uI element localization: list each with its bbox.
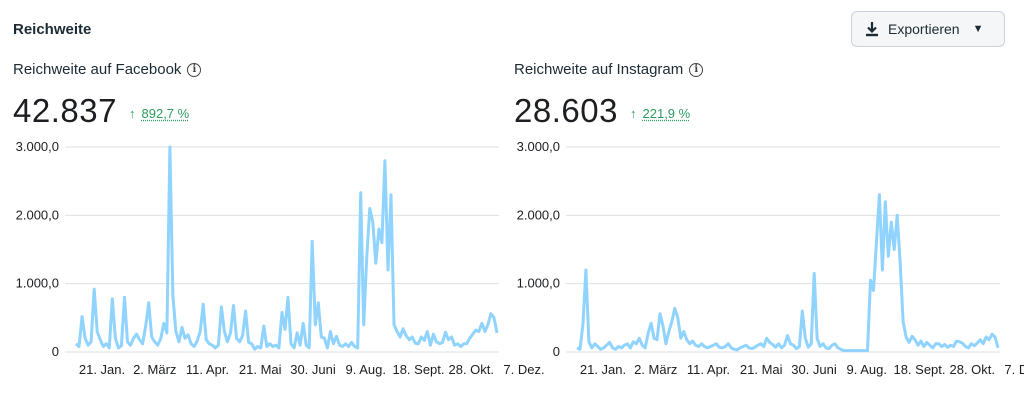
x-tick-label: 30. Juni xyxy=(791,362,837,377)
total-value: 28.603 xyxy=(514,92,618,129)
x-tick-label: 21. Jan. xyxy=(79,362,125,377)
y-tick-label: 1.000,0 xyxy=(16,276,59,291)
reach-line-chart: 0 1.000,0 2.000,0 3.000,0 21. Jan. 2. März 11.… xyxy=(517,139,1024,377)
x-tick-label: 9. Aug. xyxy=(847,362,887,377)
y-tick-label: 2.000,0 xyxy=(517,207,560,222)
reach-series-line[interactable] xyxy=(576,193,1000,353)
facebook-reach-panel: Reichweite auf Facebook i 42.837 ↑ 892,7… xyxy=(13,0,545,401)
x-tick-label: 28. Okt. xyxy=(448,362,494,377)
delta-badge: ↑ 221,9 % xyxy=(630,106,690,121)
y-tick-label: 3.000,0 xyxy=(517,139,560,154)
arrow-up-icon: ↑ xyxy=(129,106,136,121)
x-tick-label: 7. Dez. xyxy=(1004,362,1024,377)
download-icon xyxy=(866,22,878,37)
x-tick-label: 11. Apr. xyxy=(687,362,730,377)
reach-line-chart: 0 1.000,0 2.000,0 3.000,0 21. Jan. 2. März 11.… xyxy=(16,139,545,377)
x-tick-label: 28. Okt. xyxy=(949,362,995,377)
info-icon[interactable]: i xyxy=(187,62,202,77)
delta-value[interactable]: 892,7 % xyxy=(141,106,190,121)
delta-value[interactable]: 221,9 % xyxy=(642,106,691,121)
info-icon[interactable]: i xyxy=(689,62,704,77)
total-value: 42.837 xyxy=(13,92,117,129)
delta-badge: ↑ 892,7 % xyxy=(129,106,189,121)
export-button[interactable]: Exportieren ▼ xyxy=(851,11,1005,47)
x-tick-label: 18. Sept. xyxy=(893,362,945,377)
x-tick-label: 2. März xyxy=(133,362,176,377)
x-tick-label: 18. Sept. xyxy=(392,362,444,377)
section-title: Reichweite xyxy=(13,21,92,38)
x-tick-label: 21. Mai xyxy=(740,362,783,377)
x-tick-label: 11. Apr. xyxy=(186,362,229,377)
panel-title: Reichweite auf Facebook xyxy=(13,61,182,78)
x-tick-label: 30. Juni xyxy=(290,362,336,377)
y-tick-label: 2.000,0 xyxy=(16,207,59,222)
x-tick-label: 21. Jan. xyxy=(580,362,626,377)
x-tick-label: 9. Aug. xyxy=(346,362,386,377)
x-tick-label: 7. Dez. xyxy=(503,362,544,377)
y-tick-label: 1.000,0 xyxy=(517,276,560,291)
export-label: Exportieren xyxy=(888,21,960,37)
y-tick-label: 3.000,0 xyxy=(16,139,59,154)
instagram-reach-panel: Reichweite auf Instagram i 28.603 ↑ 221,… xyxy=(514,0,1024,401)
panel-title: Reichweite auf Instagram xyxy=(514,61,684,78)
chevron-down-icon[interactable]: ▼ xyxy=(972,23,984,35)
y-tick-label: 0 xyxy=(52,344,59,359)
x-tick-label: 21. Mai xyxy=(239,362,282,377)
y-tick-label: 0 xyxy=(553,344,560,359)
arrow-up-icon: ↑ xyxy=(630,106,637,121)
reach-series-line[interactable] xyxy=(74,145,499,351)
x-tick-label: 2. März xyxy=(634,362,677,377)
